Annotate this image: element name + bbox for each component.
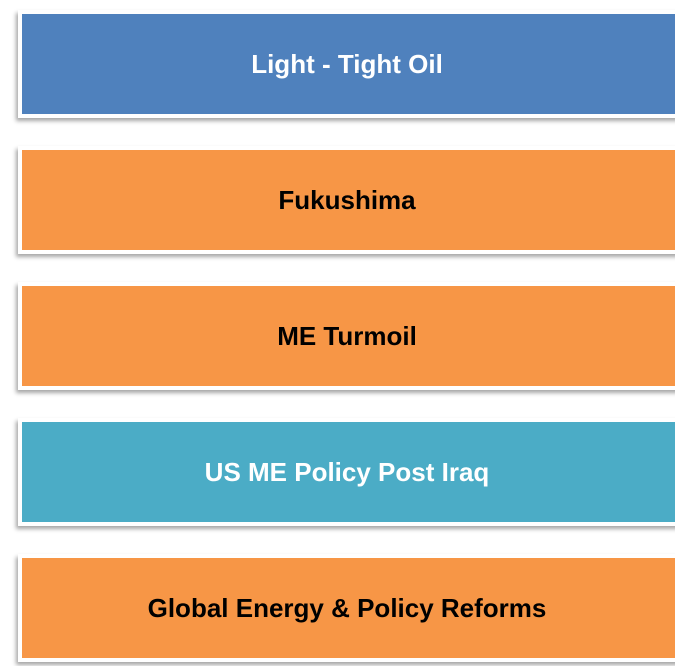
box: ME Turmoil <box>18 282 675 390</box>
box-label: Global Energy & Policy Reforms <box>147 592 547 623</box>
box-label: ME Turmoil <box>277 320 417 351</box>
box: Fukushima <box>18 146 675 254</box>
box: US ME Policy Post Iraq <box>18 418 675 526</box>
box: Global Energy & Policy Reforms <box>18 554 675 662</box>
box: Light - Tight Oil <box>18 10 675 118</box>
box-label: Light - Tight Oil <box>251 48 443 79</box>
box-label: US ME Policy Post Iraq <box>204 456 490 487</box>
box-label: Fukushima <box>278 184 416 215</box>
